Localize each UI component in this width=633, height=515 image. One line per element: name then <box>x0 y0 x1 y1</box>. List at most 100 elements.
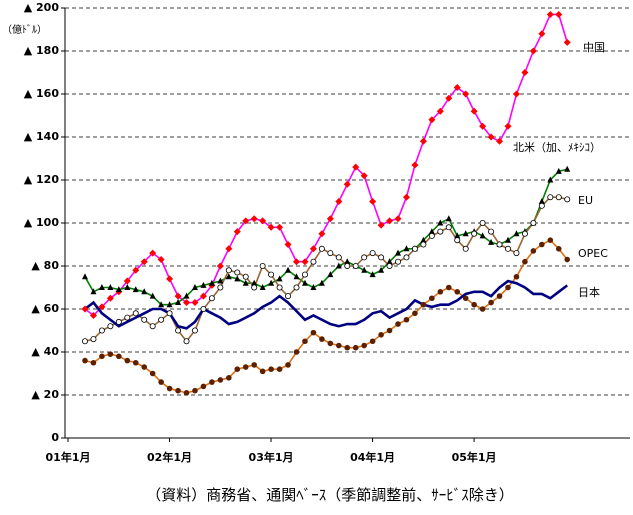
marker <box>470 107 478 115</box>
marker <box>360 172 368 180</box>
series-line <box>84 13 568 317</box>
marker <box>369 198 377 205</box>
y-tick-label: ▲ 200 <box>24 1 60 14</box>
marker <box>538 198 545 204</box>
marker <box>251 284 258 291</box>
marker <box>462 90 470 98</box>
y-tick-label: ▲ 160 <box>24 87 60 100</box>
marker <box>529 47 537 55</box>
series-line <box>84 196 568 343</box>
y-tick-label: ▲ 120 <box>24 173 60 186</box>
source-note: （資料）商務省、通関ﾍﾞｰｽ（季節調整前、ｻｰﾋﾞｽ除き） <box>146 486 514 504</box>
marker <box>259 368 266 375</box>
marker <box>395 321 401 327</box>
marker <box>420 236 427 243</box>
series-label: 日本 <box>578 285 600 299</box>
marker <box>564 256 571 263</box>
marker <box>259 284 266 290</box>
marker <box>513 273 520 280</box>
series-label: 中国 <box>583 41 605 54</box>
marker <box>157 256 165 264</box>
series-label: OPEC <box>578 247 608 260</box>
marker <box>488 238 495 245</box>
marker <box>140 258 148 266</box>
marker <box>547 194 554 201</box>
marker <box>276 223 284 231</box>
marker <box>141 288 148 295</box>
marker <box>225 245 233 253</box>
marker <box>251 279 258 286</box>
marker <box>555 246 562 252</box>
marker <box>99 353 105 360</box>
marker <box>344 258 351 265</box>
y-tick-label: ▲ 20 <box>31 388 59 401</box>
marker <box>174 292 182 300</box>
marker <box>141 364 148 370</box>
marker <box>276 366 283 373</box>
marker <box>217 284 224 291</box>
marker <box>124 357 131 364</box>
marker <box>199 292 207 300</box>
marker <box>183 338 190 345</box>
marker <box>555 10 563 18</box>
marker <box>386 262 393 269</box>
marker <box>462 245 469 252</box>
marker <box>547 176 554 183</box>
marker <box>217 377 224 383</box>
marker <box>259 262 266 269</box>
marker <box>352 163 360 171</box>
marker <box>158 316 165 323</box>
marker <box>132 266 140 274</box>
marker <box>175 327 182 334</box>
marker <box>522 258 528 265</box>
marker <box>216 262 224 270</box>
marker <box>479 306 486 312</box>
y-tick-label: ▲ 180 <box>24 44 60 57</box>
marker <box>505 284 511 291</box>
marker <box>191 299 199 307</box>
marker <box>538 30 546 38</box>
marker <box>293 258 300 266</box>
marker <box>512 90 520 98</box>
marker <box>445 284 452 291</box>
marker <box>90 359 97 366</box>
y-tick-label: ▲ 60 <box>31 302 59 315</box>
marker <box>200 383 207 390</box>
marker <box>191 327 198 334</box>
marker <box>268 279 275 286</box>
marker <box>479 122 487 130</box>
marker <box>496 241 503 248</box>
marker <box>242 364 249 370</box>
marker <box>175 387 181 394</box>
x-tick-label: 03年1月 <box>249 450 294 464</box>
marker <box>107 323 114 330</box>
marker <box>166 310 173 317</box>
marker <box>505 236 511 243</box>
marker <box>462 230 469 237</box>
marker <box>90 336 97 343</box>
marker <box>445 224 452 231</box>
marker <box>81 305 89 313</box>
marker <box>192 387 198 394</box>
marker <box>394 215 402 223</box>
marker <box>352 262 359 269</box>
marker <box>420 241 427 248</box>
marker <box>82 273 88 280</box>
marker <box>453 84 461 92</box>
marker <box>132 310 139 317</box>
marker <box>234 269 241 276</box>
marker <box>217 277 224 284</box>
marker <box>175 299 182 306</box>
marker <box>564 165 571 172</box>
marker <box>445 94 453 102</box>
series-line <box>84 239 568 394</box>
marker <box>124 314 131 321</box>
marker <box>268 366 274 373</box>
marker <box>149 370 156 377</box>
marker <box>361 266 368 273</box>
marker <box>234 275 241 282</box>
marker <box>563 38 571 46</box>
marker <box>395 258 402 265</box>
marker <box>107 284 114 290</box>
x-tick-label: 01年1月 <box>46 450 91 464</box>
